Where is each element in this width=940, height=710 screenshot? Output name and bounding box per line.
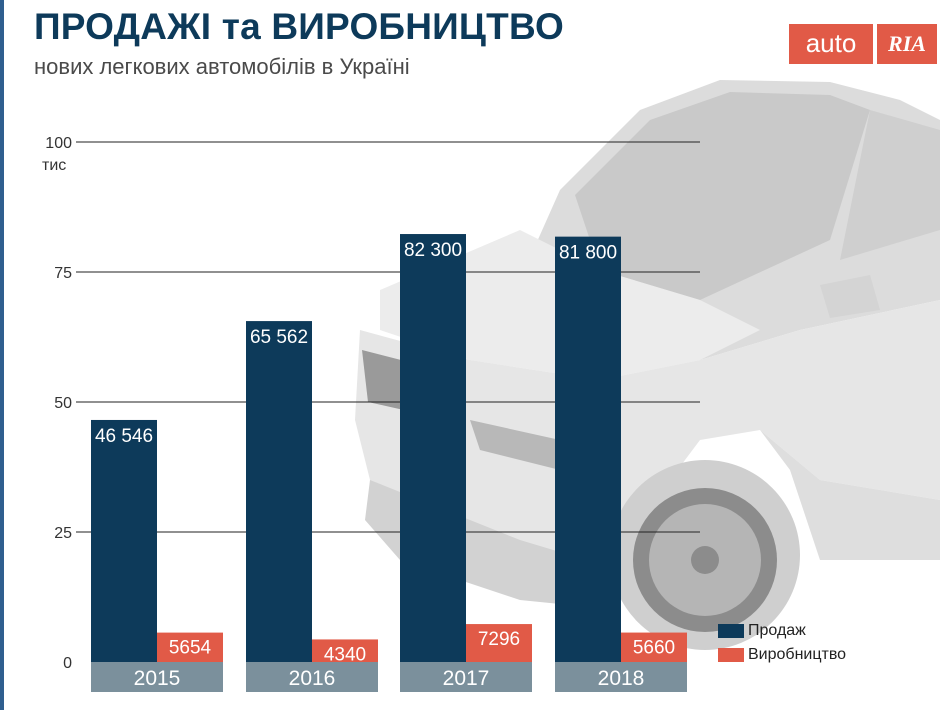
y-tick-label-25: 25 [54,525,72,542]
sales-bar-label-2016: 65 562 [250,327,308,348]
category-label-2015: 2015 [134,667,181,690]
category-label-2016: 2016 [289,667,336,690]
legend-item-sales: Продаж [718,620,846,642]
category-label-2017: 2017 [443,667,490,690]
legend-swatch-sales [718,624,744,638]
production-bar-2016 [312,639,378,662]
production-bar-label-2018: 5660 [633,638,675,659]
production-bar-label-2017: 7296 [478,629,520,650]
y-axis-unit-label: тис [42,157,66,174]
sales-bar-label-2015: 46 546 [95,426,153,447]
legend-swatch-production [718,648,744,662]
category-band-2015 [91,662,223,692]
sales-bar-2017 [400,234,466,663]
page-title: ПРОДАЖІ та ВИРОБНИЦТВО [34,6,564,47]
sales-bar-label-2018: 81 800 [559,243,617,264]
left-accent-stripe [0,0,4,710]
chart-legend: Продаж Виробництво [718,620,846,668]
legend-label-production: Виробництво [748,646,847,663]
autoria-logo: auto RIA [789,24,937,64]
bars: 46 546 5654 65 562 4340 82 300 7296 81 800 5660 [91,234,687,665]
logo-auto-word: auto [789,24,873,64]
production-bar-label-2015: 5654 [169,638,212,659]
sales-bar-2015 [91,419,157,662]
category-label-2018: 2018 [598,667,645,690]
sales-bar-label-2017: 82 300 [404,240,462,261]
y-tick-label-75: 75 [54,265,72,282]
y-tick-label-50: 50 [54,395,72,412]
category-band-2016 [246,662,378,692]
y-tick-label-0: 0 [63,655,72,672]
logo-ria-mark: RIA [877,24,937,64]
category-band-2018 [555,662,687,692]
y-axis-ticks: тис 0 25 50 75 100 [42,135,72,672]
legend-label-sales: Продаж [748,622,806,639]
page-subtitle: нових легкових автомобілів в Україні [34,54,410,79]
category-axis: 2015 2016 2017 2018 [91,662,687,692]
y-tick-label-100: 100 [45,135,72,152]
production-bar-2015 [157,632,223,662]
production-bar-2017 [466,624,532,662]
sales-bar-2018 [555,236,621,662]
sales-bar-2016 [246,321,312,662]
legend-item-production: Виробництво [718,644,846,666]
production-bar-2018 [621,632,687,662]
production-bar-label-2016: 4340 [324,644,366,665]
category-band-2017 [400,662,532,692]
